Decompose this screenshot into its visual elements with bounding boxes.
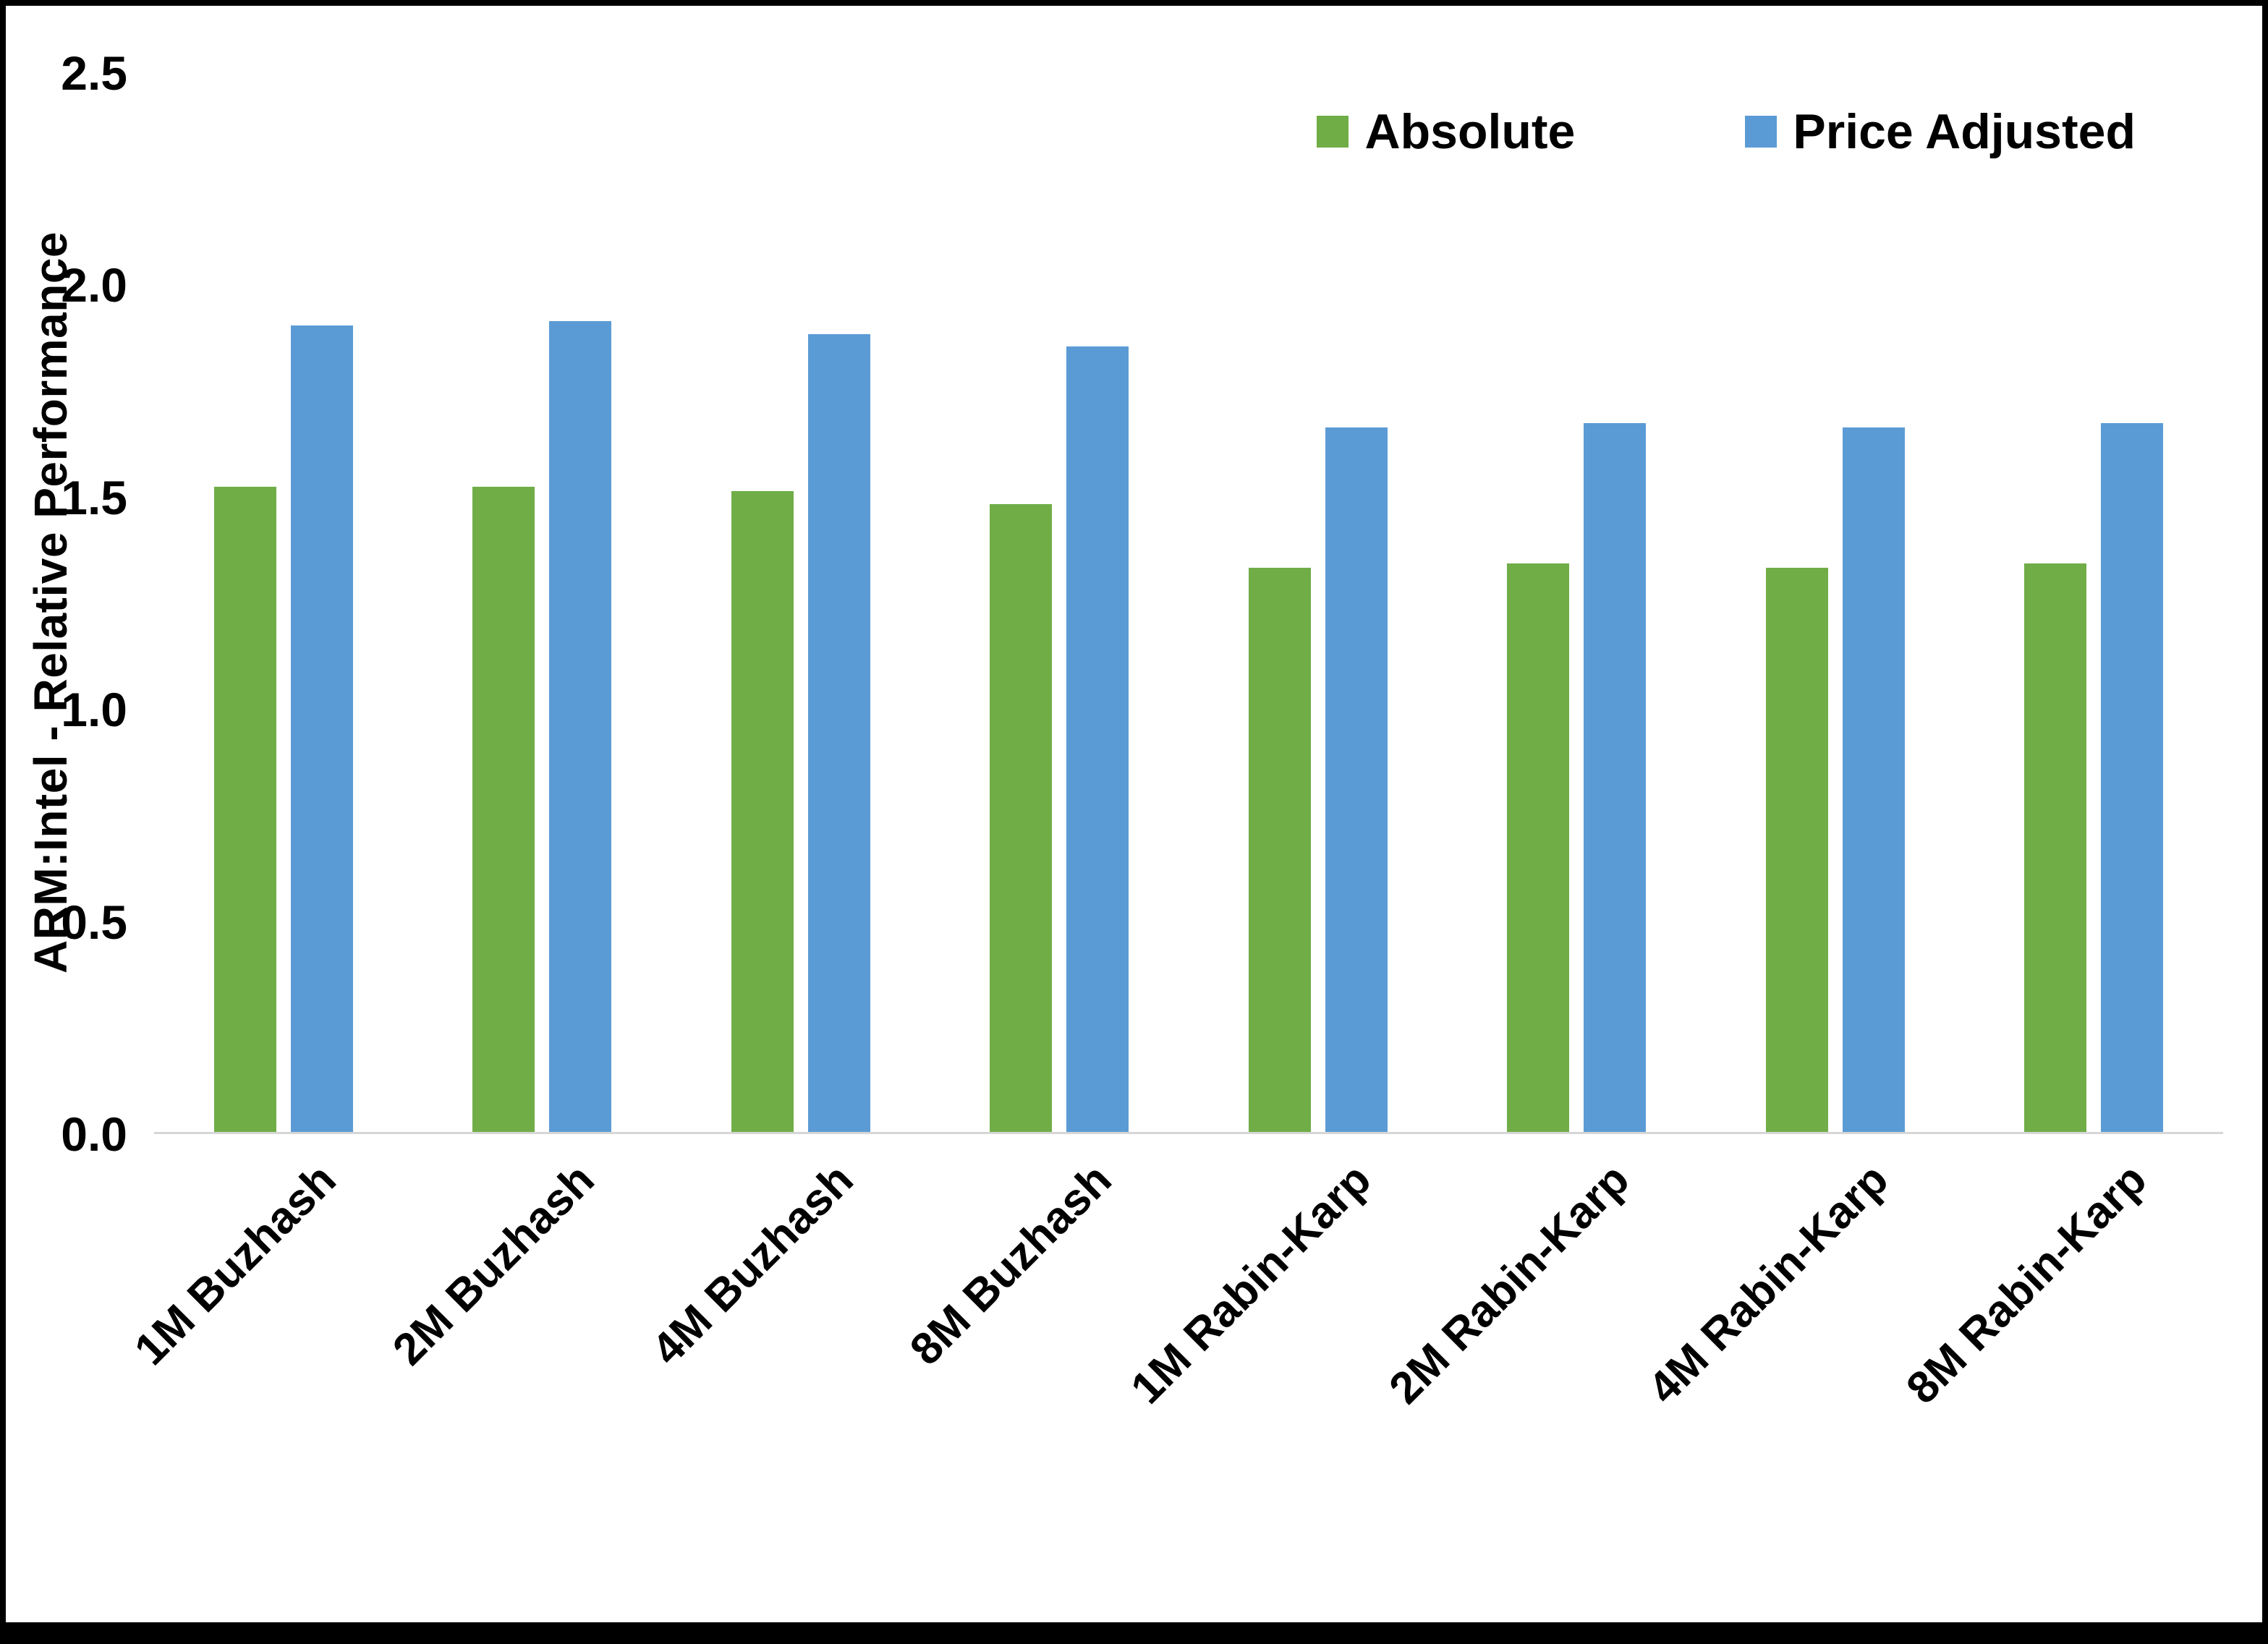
bar-absolute [472,487,535,1132]
y-tick-label: 1.0 [61,683,127,737]
bar-absolute [990,504,1052,1132]
plot-area [154,71,2223,1134]
x-axis-label: 2M Rabin-Karp [1379,1154,1639,1414]
x-axis-label: 4M Rabin-Karp [1638,1154,1898,1414]
x-axis-label: 4M Buzhash [642,1154,863,1375]
x-axis-labels: 1M Buzhash 2M Buzhash 4M Buzhash 8M Buzhash… [125,1139,2223,1573]
bar-absolute [2024,563,2086,1132]
bar-price-adjusted [2101,423,2163,1132]
bar-price-adjusted [1066,346,1129,1132]
bar-price-adjusted [808,334,870,1132]
x-axis-label: 8M Rabin-Karp [1896,1154,2156,1414]
legend-label-price-adjusted: Price Adjusted [1793,104,2136,159]
x-axis-label: 8M Buzhash [901,1154,1121,1375]
bar-price-adjusted [549,321,611,1132]
legend: Absolute Price Adjusted [1317,107,2136,156]
legend-swatch-absolute [1317,116,1349,148]
y-axis-ticks: 0.0 0.5 1.0 1.5 2.0 2.5 [6,49,135,1158]
bar-price-adjusted [1843,427,1905,1132]
bar-absolute [1766,568,1828,1132]
y-tick-label: 2.0 [61,258,127,312]
y-tick-label: 0.5 [61,895,127,949]
bar-price-adjusted [1584,423,1646,1132]
x-axis-label: 2M Buzhash [383,1154,604,1375]
y-tick-label: 2.5 [61,46,127,100]
bar-price-adjusted [1325,427,1388,1132]
legend-item-absolute: Absolute [1317,107,1575,156]
legend-label-absolute: Absolute [1364,104,1576,159]
bar-absolute [1249,568,1311,1132]
legend-item-price-adjusted: Price Adjusted [1745,107,2136,156]
bar-absolute [214,487,276,1132]
y-tick-label: 0.0 [61,1107,127,1161]
bar-absolute [1507,563,1569,1132]
x-axis-label: 1M Rabin-Karp [1121,1154,1380,1414]
bar-price-adjusted [291,325,353,1132]
legend-swatch-price-adjusted [1745,116,1778,148]
y-tick-label: 1.5 [61,470,127,524]
bar-absolute [731,491,794,1132]
x-axis-label: 1M Buzhash [125,1154,346,1375]
